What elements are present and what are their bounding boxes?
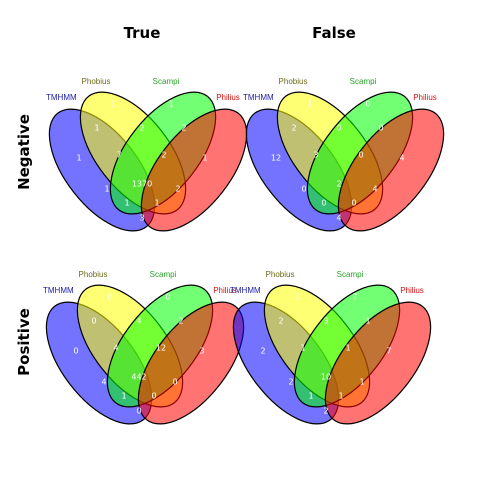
ellipse-philius <box>337 108 445 232</box>
region-count-cd: 2 <box>181 124 186 133</box>
region-count-ac: 0 <box>301 185 306 194</box>
region-count-abcd: 442 <box>131 373 146 382</box>
region-count-cd: 2 <box>178 317 183 326</box>
venn-panel-negative-false: TMHMM Phobius Scampi Philius 12 1 0 4 2 0 0 3 0 2 4 0 0 0… <box>243 77 445 232</box>
region-count-bcd: 0 <box>358 151 363 160</box>
region-count-ac: 2 <box>288 378 293 387</box>
region-count-ad: 2 <box>323 407 328 416</box>
region-count-c: 0 <box>165 293 170 302</box>
region-count-cd: 0 <box>378 124 383 133</box>
region-count-abd: 1 <box>308 392 313 401</box>
venn-panel-positive-false: TMHMM Phobius Scampi Philius 2 1 7 7 2 3 1 1 1 10 2 1 1 2… <box>230 270 432 425</box>
venn-panel-positive-true: TMHMM Phobius Scampi Philius 0 0 0 3 0 4 2 4 12 442 0 1… <box>43 270 245 425</box>
region-count-a: 1 <box>76 154 81 163</box>
region-count-c: 1 <box>168 100 173 109</box>
region-count-ab: 0 <box>91 317 96 326</box>
region-count-d: 7 <box>386 347 391 356</box>
set-label-tmhmm: TMHMM <box>43 286 74 295</box>
region-count-bd: 2 <box>175 185 180 194</box>
venn-panel-negative-true: TMHMM Phobius Scampi Philius 1 1 1 1 1 2 2 7 2 1370 3 1… <box>46 77 248 232</box>
region-count-acd: 1 <box>338 392 343 401</box>
set-label-tmhmm: TMHMM <box>243 93 274 102</box>
region-count-bcd: 1 <box>345 344 350 353</box>
region-count-abc: 1 <box>300 344 305 353</box>
ellipse-philius <box>137 301 245 425</box>
set-label-tmhmm: TMHMM <box>230 286 261 295</box>
set-label-philius: Philius <box>413 93 437 102</box>
region-count-cd: 1 <box>365 317 370 326</box>
row-header-positive: Positive <box>15 308 33 376</box>
region-count-c: 0 <box>365 100 370 109</box>
region-count-abd: 1 <box>124 199 129 208</box>
region-count-acd: 1 <box>154 199 159 208</box>
region-count-abc: 3 <box>313 151 318 160</box>
row-header-negative: Negative <box>15 114 33 190</box>
region-count-ac: 4 <box>101 378 106 387</box>
ellipse-philius <box>140 108 248 232</box>
region-count-bc: 0 <box>336 124 341 133</box>
region-count-bd: 0 <box>172 378 177 387</box>
region-count-abd: 0 <box>321 199 326 208</box>
region-count-abc: 7 <box>116 151 121 160</box>
set-label-scampi: Scampi <box>150 270 177 279</box>
set-label-scampi: Scampi <box>337 270 364 279</box>
set-label-tmhmm: TMHMM <box>46 93 77 102</box>
region-count-bcd: 2 <box>161 151 166 160</box>
set-label-phobius: Phobius <box>266 270 295 279</box>
region-count-a: 2 <box>260 347 265 356</box>
set-label-scampi: Scampi <box>350 77 377 86</box>
region-count-acd: 0 <box>151 392 156 401</box>
region-count-abcd: 10 <box>321 373 331 382</box>
set-label-phobius: Phobius <box>279 77 308 86</box>
set-label-philius: Philius <box>400 286 424 295</box>
region-count-bc: 2 <box>139 124 144 133</box>
region-count-bd: 1 <box>359 378 364 387</box>
set-label-phobius: Phobius <box>82 77 111 86</box>
region-count-ad: 3 <box>139 214 144 223</box>
region-count-abc: 4 <box>113 344 118 353</box>
region-count-ad: 4 <box>336 214 341 223</box>
region-count-d: 4 <box>399 154 404 163</box>
set-label-philius: Philius <box>213 286 237 295</box>
region-count-bc: 4 <box>136 317 141 326</box>
region-count-ac: 1 <box>104 185 109 194</box>
set-label-phobius: Phobius <box>79 270 108 279</box>
region-count-c: 7 <box>352 293 357 302</box>
region-count-ab: 2 <box>278 317 283 326</box>
region-count-d: 3 <box>199 347 204 356</box>
region-count-a: 0 <box>73 347 78 356</box>
region-count-bd: 4 <box>372 185 377 194</box>
set-label-scampi: Scampi <box>153 77 180 86</box>
region-count-b: 0 <box>107 293 112 302</box>
set-label-philius: Philius <box>216 93 240 102</box>
region-count-ad: 0 <box>136 407 141 416</box>
region-count-acd: 0 <box>351 199 356 208</box>
region-count-abcd: 2 <box>336 180 341 189</box>
region-count-ab: 2 <box>291 124 296 133</box>
region-count-bcd: 12 <box>156 344 166 353</box>
region-count-b: 1 <box>110 100 115 109</box>
region-count-b: 1 <box>294 293 299 302</box>
region-count-a: 12 <box>271 154 281 163</box>
column-header-false: False <box>312 24 356 42</box>
region-count-d: 1 <box>202 154 207 163</box>
column-header-true: True <box>124 24 161 42</box>
region-count-abcd: 1370 <box>132 180 152 189</box>
ellipse-philius <box>324 301 432 425</box>
region-count-abd: 1 <box>121 392 126 401</box>
region-count-b: 1 <box>307 100 312 109</box>
region-count-bc: 3 <box>323 317 328 326</box>
region-count-ab: 1 <box>94 124 99 133</box>
